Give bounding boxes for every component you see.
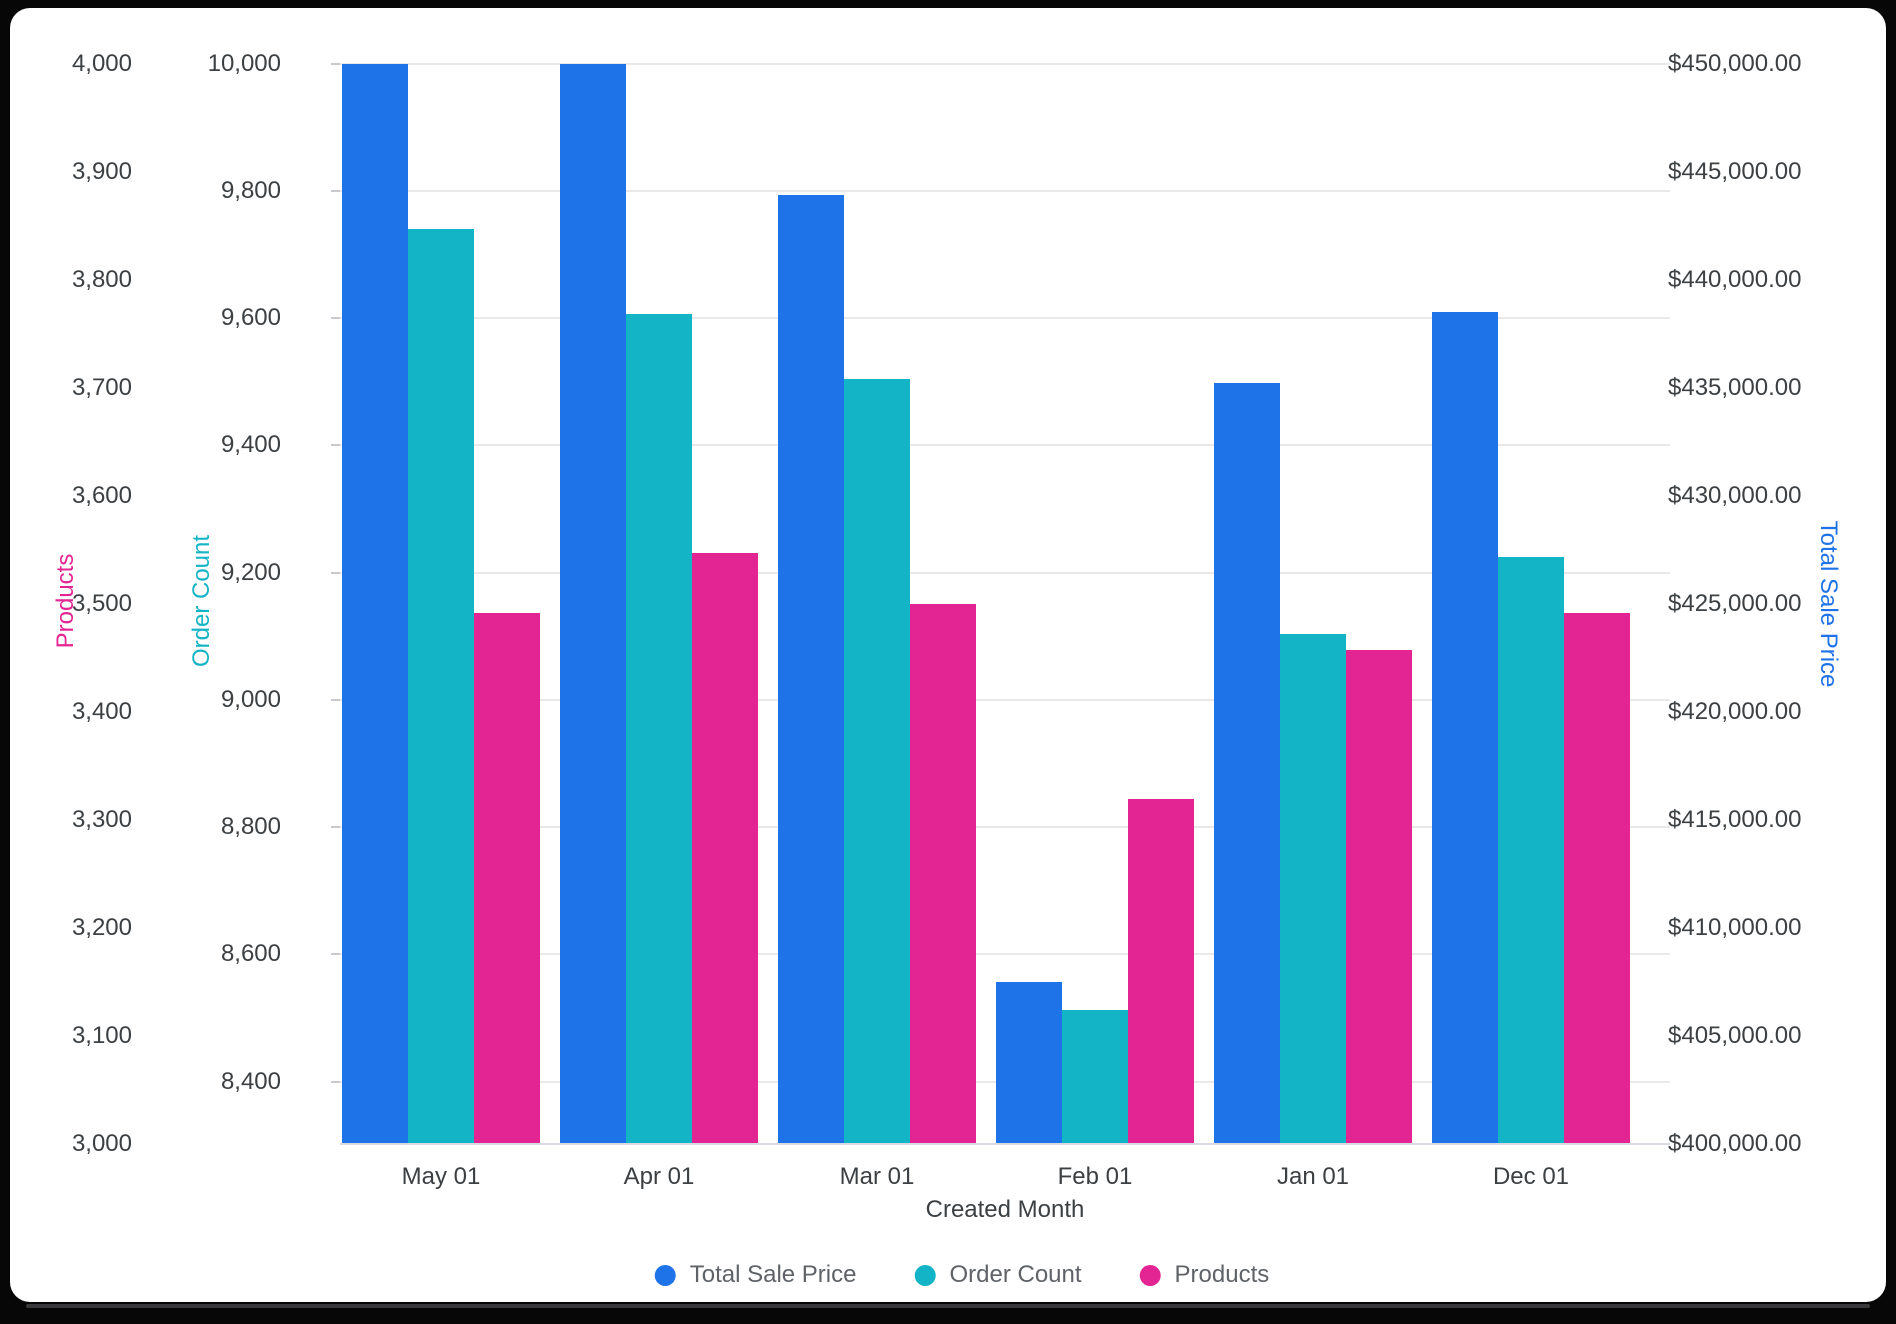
bar-order-count[interactable] bbox=[844, 379, 910, 1144]
order-count-tick-label: 9,400 bbox=[220, 431, 281, 459]
bar-products[interactable] bbox=[474, 613, 540, 1144]
horizontal-gridline bbox=[340, 189, 1670, 192]
bar-total-sale-price[interactable] bbox=[1214, 383, 1280, 1144]
total-sale-price-tick-label: $445,000.00 bbox=[1668, 157, 1802, 185]
total-sale-price-tick-label: $420,000.00 bbox=[1668, 697, 1802, 725]
legend-dot-icon bbox=[654, 1264, 676, 1286]
chart-legend: Total Sale Price Order Count Products bbox=[654, 1261, 1270, 1289]
order-count-tick-mark bbox=[331, 62, 340, 65]
order-count-tick-mark bbox=[331, 953, 340, 956]
bar-chart-plot-area: Products Order Count Total Sale Price Cr… bbox=[10, 8, 1886, 1302]
legend-dot-icon bbox=[914, 1264, 936, 1286]
legend-item-order-count[interactable]: Order Count bbox=[914, 1261, 1082, 1289]
bar-total-sale-price[interactable] bbox=[778, 195, 844, 1144]
products-tick-label: 3,000 bbox=[71, 1129, 132, 1157]
legend-item-products[interactable]: Products bbox=[1139, 1261, 1270, 1289]
horizontal-gridline bbox=[340, 444, 1670, 447]
bar-order-count[interactable] bbox=[626, 314, 692, 1144]
order-count-tick-label: 8,600 bbox=[220, 940, 281, 968]
order-count-tick-label: 8,400 bbox=[220, 1067, 281, 1095]
total-sale-price-axis-title: Total Sale Price bbox=[1815, 520, 1842, 688]
total-sale-price-tick-label: $400,000.00 bbox=[1668, 1129, 1802, 1157]
order-count-tick-mark bbox=[331, 826, 340, 828]
order-count-tick-mark bbox=[331, 444, 340, 447]
total-sale-price-tick-label: $405,000.00 bbox=[1668, 1021, 1802, 1049]
order-count-tick-mark bbox=[331, 317, 340, 319]
horizontal-gridline bbox=[340, 698, 1670, 701]
bar-order-count[interactable] bbox=[408, 228, 474, 1144]
bar-products[interactable] bbox=[1128, 798, 1194, 1144]
horizontal-gridline bbox=[340, 571, 1670, 574]
bar-total-sale-price[interactable] bbox=[560, 63, 626, 1144]
products-tick-label: 3,500 bbox=[71, 589, 132, 617]
legend-label: Order Count bbox=[949, 1261, 1082, 1288]
x-axis-baseline bbox=[340, 1143, 1670, 1145]
order-count-axis-title: Order Count bbox=[188, 534, 215, 668]
legend-dot-icon bbox=[1139, 1264, 1161, 1286]
order-count-tick-label: 9,200 bbox=[220, 558, 281, 586]
bar-order-count[interactable] bbox=[1280, 633, 1346, 1144]
legend-label: Products bbox=[1174, 1261, 1270, 1288]
products-tick-label: 3,900 bbox=[71, 157, 132, 185]
order-count-tick-mark bbox=[331, 1080, 340, 1083]
total-sale-price-tick-label: $435,000.00 bbox=[1668, 373, 1802, 401]
products-axis-title: Products bbox=[52, 553, 79, 649]
x-axis-title: Created Month bbox=[925, 1196, 1085, 1223]
order-count-tick-mark bbox=[331, 571, 340, 574]
bar-products[interactable] bbox=[1564, 613, 1630, 1144]
bar-total-sale-price[interactable] bbox=[342, 63, 408, 1144]
x-tick-label: May 01 bbox=[401, 1163, 481, 1190]
horizontal-gridline bbox=[340, 826, 1670, 828]
order-count-tick-label: 9,000 bbox=[220, 685, 281, 713]
order-count-tick-label: 10,000 bbox=[207, 49, 281, 77]
bar-total-sale-price[interactable] bbox=[1432, 311, 1498, 1144]
horizontal-gridline bbox=[340, 953, 1670, 956]
total-sale-price-tick-label: $415,000.00 bbox=[1668, 805, 1802, 833]
bar-products[interactable] bbox=[910, 603, 976, 1144]
bar-products[interactable] bbox=[1346, 649, 1412, 1144]
legend-label: Total Sale Price bbox=[689, 1261, 857, 1288]
order-count-tick-label: 8,800 bbox=[220, 813, 281, 840]
x-tick-label: Mar 01 bbox=[839, 1163, 915, 1190]
bar-products[interactable] bbox=[692, 552, 758, 1144]
products-tick-label: 3,200 bbox=[71, 913, 132, 941]
bar-total-sale-price[interactable] bbox=[996, 981, 1062, 1144]
total-sale-price-tick-label: $425,000.00 bbox=[1668, 589, 1802, 617]
products-tick-label: 3,100 bbox=[71, 1021, 132, 1049]
x-tick-label: Apr 01 bbox=[623, 1163, 695, 1190]
legend-item-total-sale-price[interactable]: Total Sale Price bbox=[654, 1261, 857, 1289]
x-tick-label: Dec 01 bbox=[1492, 1163, 1570, 1190]
x-tick-label: Feb 01 bbox=[1057, 1163, 1133, 1190]
products-tick-label: 3,600 bbox=[71, 481, 132, 509]
bar-order-count[interactable] bbox=[1498, 556, 1564, 1144]
products-tick-label: 3,700 bbox=[71, 373, 132, 401]
order-count-tick-label: 9,800 bbox=[220, 176, 281, 204]
products-tick-label: 3,400 bbox=[71, 697, 132, 725]
horizontal-gridline bbox=[340, 62, 1670, 65]
horizontal-gridline bbox=[340, 317, 1670, 319]
products-tick-label: 3,800 bbox=[71, 265, 132, 293]
total-sale-price-tick-label: $410,000.00 bbox=[1668, 913, 1802, 941]
total-sale-price-tick-label: $440,000.00 bbox=[1668, 265, 1802, 293]
order-count-tick-mark bbox=[331, 698, 340, 701]
order-count-tick-mark bbox=[331, 189, 340, 192]
x-tick-label: Jan 01 bbox=[1276, 1163, 1350, 1190]
chart-card: Products Order Count Total Sale Price Cr… bbox=[10, 8, 1886, 1302]
products-tick-label: 3,300 bbox=[71, 805, 132, 833]
bar-order-count[interactable] bbox=[1062, 1010, 1128, 1144]
total-sale-price-tick-label: $450,000.00 bbox=[1668, 49, 1802, 77]
frame-bottom-edge bbox=[26, 1304, 1870, 1308]
products-tick-label: 4,000 bbox=[71, 49, 132, 77]
order-count-tick-label: 9,600 bbox=[220, 304, 281, 331]
total-sale-price-tick-label: $430,000.00 bbox=[1668, 481, 1802, 509]
